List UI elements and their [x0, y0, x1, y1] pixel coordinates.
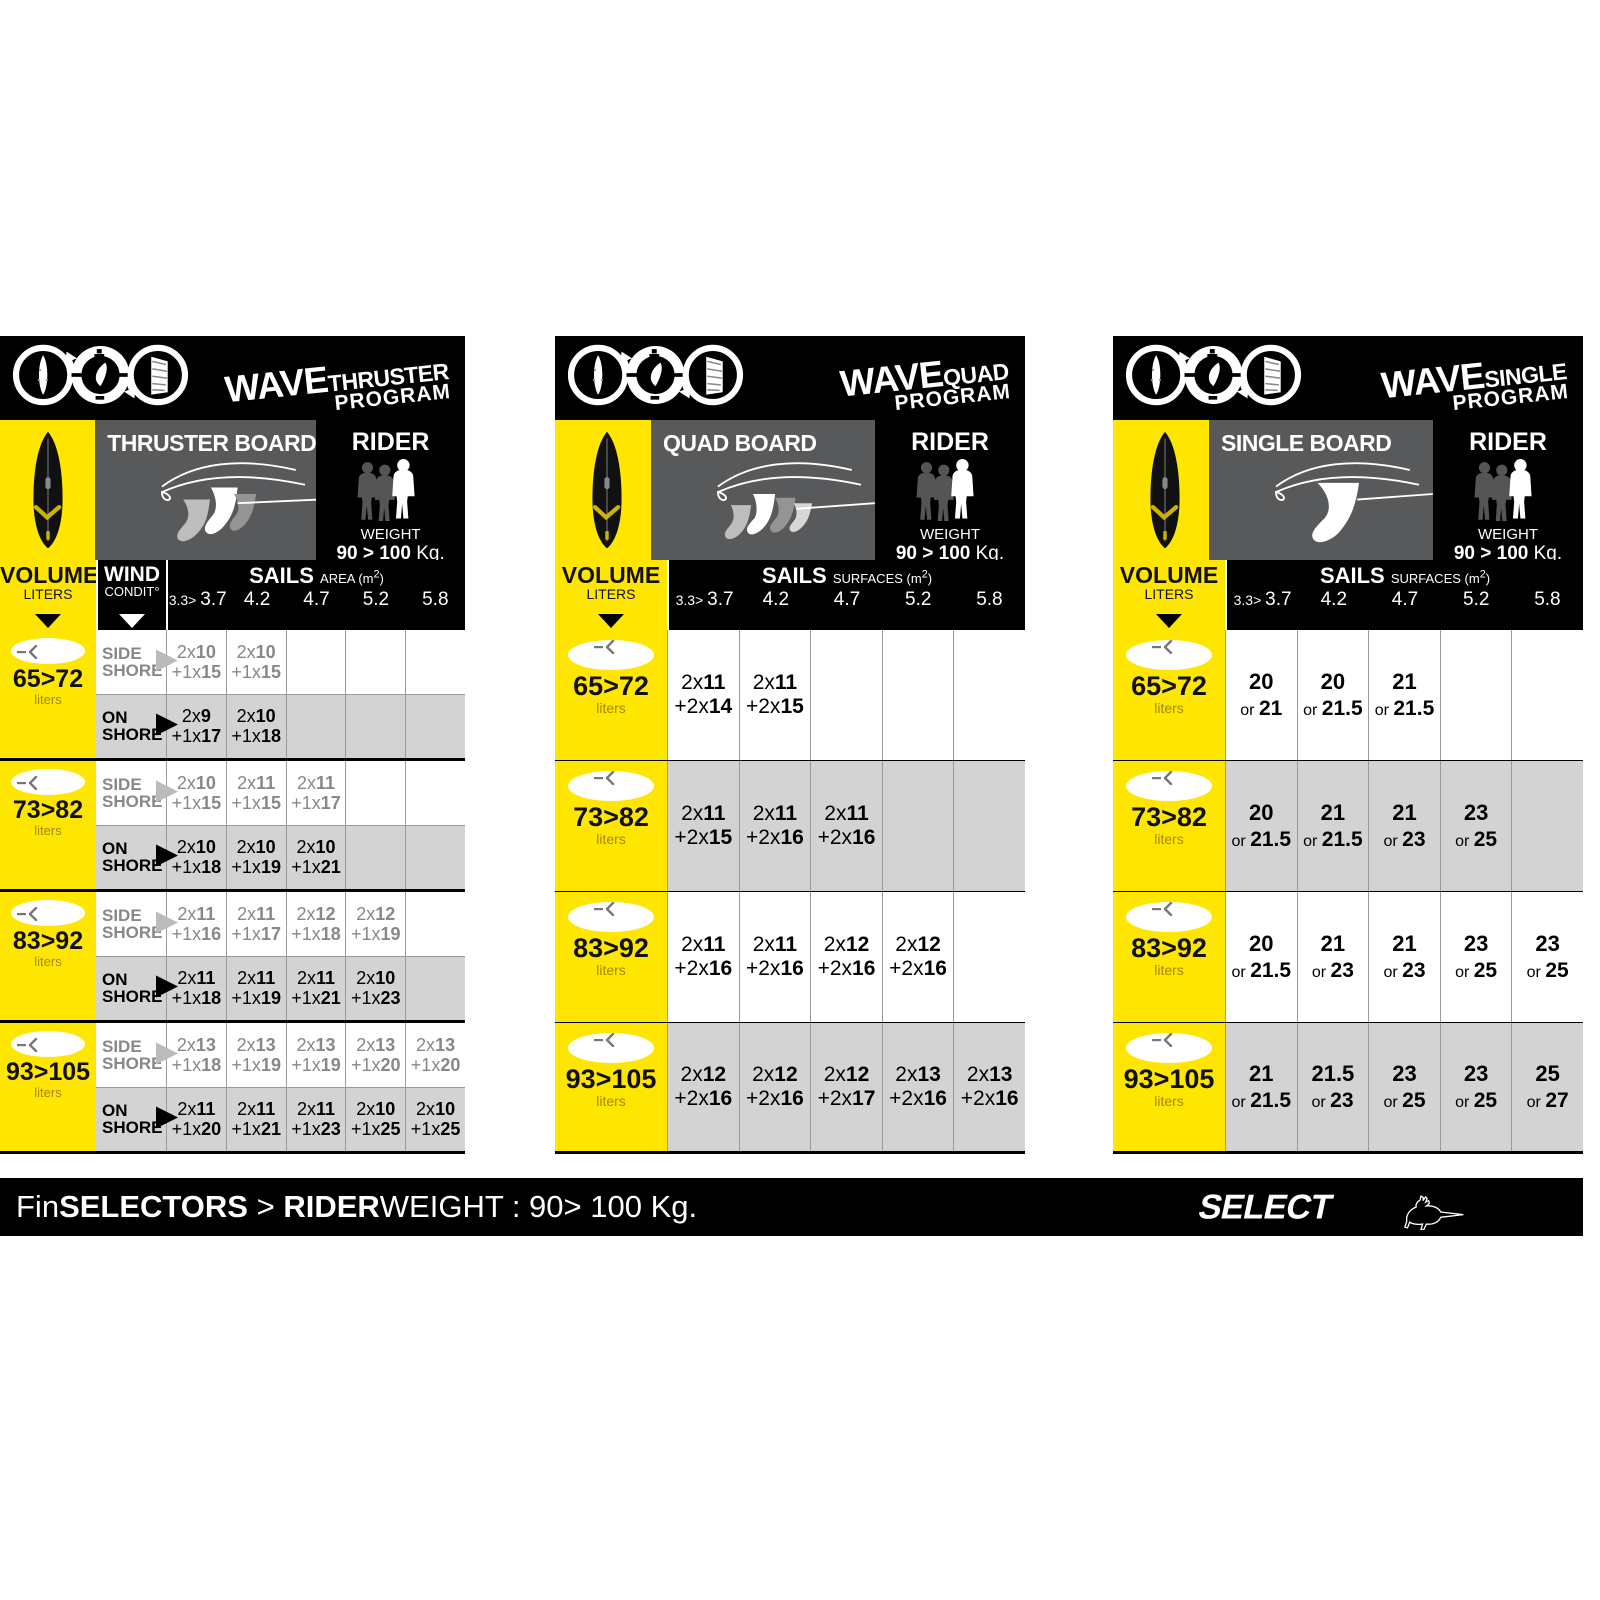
- svg-text:SELECT: SELECT: [1195, 1188, 1336, 1227]
